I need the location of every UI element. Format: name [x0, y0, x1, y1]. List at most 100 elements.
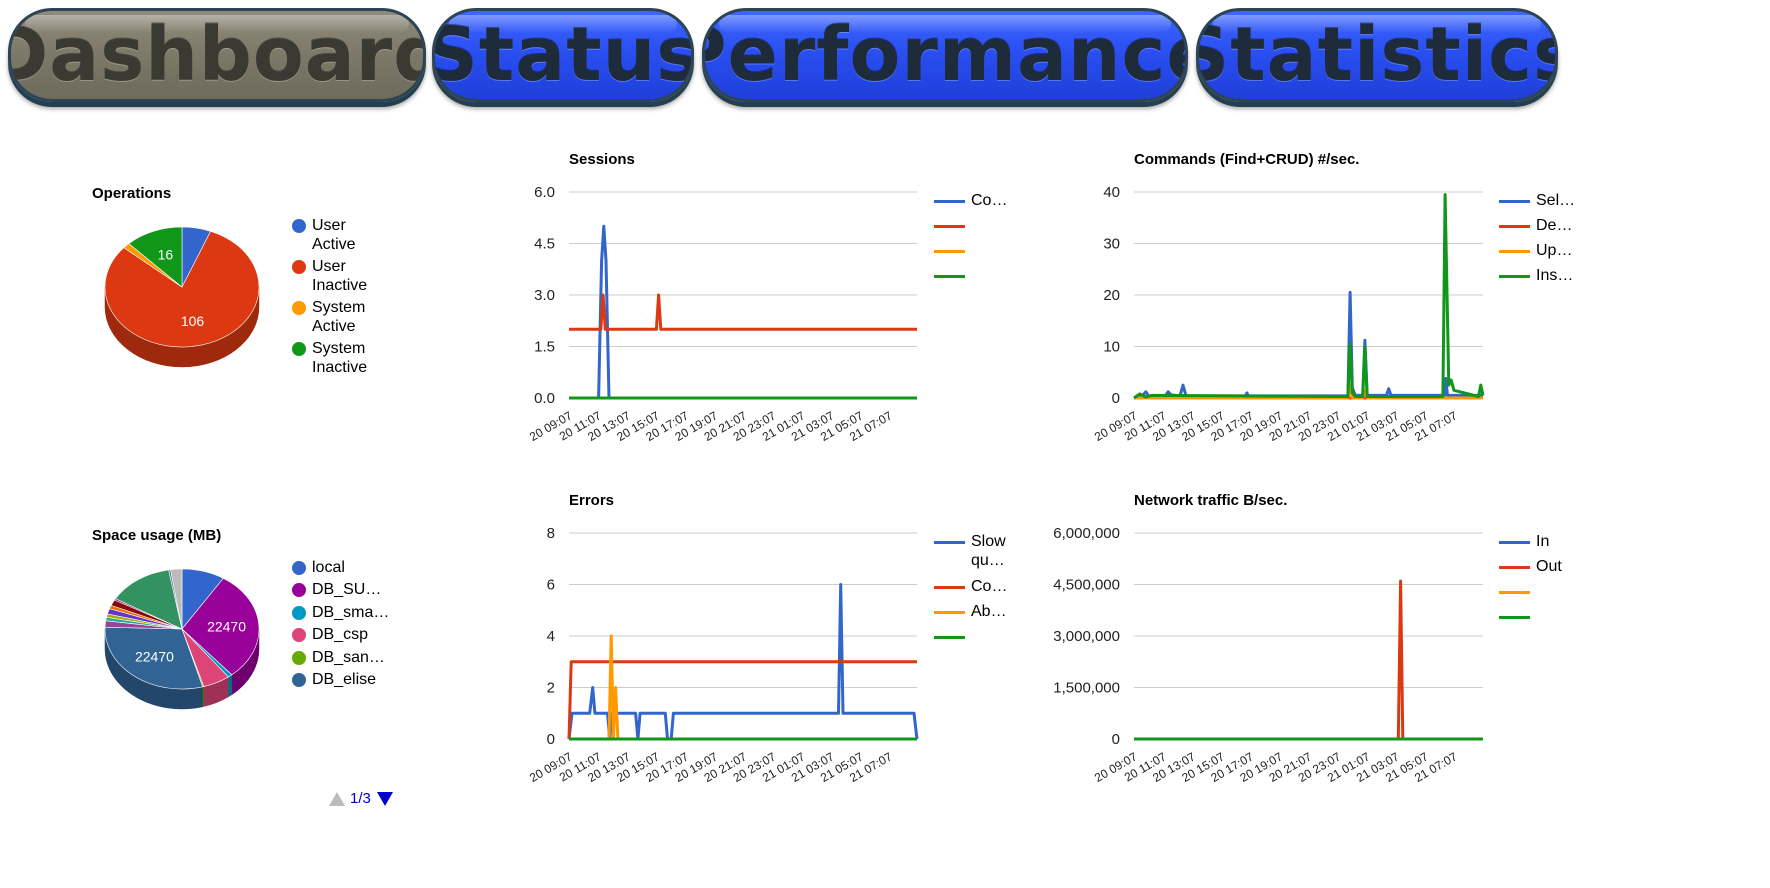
network-legend-out[interactable]: Out: [1499, 557, 1562, 576]
network-chart-title: Network traffic B/sec.: [1134, 492, 1288, 509]
y-tick-label: 1,500,000: [1053, 680, 1120, 697]
pie-slice-other: [115, 569, 183, 630]
y-tick-label: 2: [547, 680, 555, 697]
errors-legend-slow-queries[interactable]: Slow qu…: [934, 532, 1010, 570]
legend-line-icon: [934, 611, 965, 614]
commands-legend-select[interactable]: Sel…: [1499, 191, 1575, 210]
series-line-Out: [1134, 579, 1483, 741]
next-page-icon[interactable]: [376, 791, 393, 806]
errors-chart-title: Errors: [569, 492, 615, 509]
tab-status[interactable]: Status: [432, 8, 694, 102]
sessions-legend-item[interactable]: [934, 241, 971, 253]
y-tick-label: 1.5: [534, 339, 555, 356]
pie-data-label: 22470: [135, 648, 174, 664]
pie-data-label: 16: [158, 247, 174, 263]
y-tick-label: 8: [547, 525, 555, 542]
network-legend-item[interactable]: [1499, 607, 1536, 619]
y-tick-label: 4.5: [534, 236, 555, 253]
errors-legend-connections[interactable]: Co…: [934, 577, 1007, 596]
legend-dot-icon: [292, 583, 306, 597]
space-legend-local[interactable]: local: [292, 558, 345, 577]
legend-line-icon: [934, 541, 965, 544]
commands-legend-delete[interactable]: De…: [1499, 216, 1572, 235]
legend-dot-icon: [292, 673, 306, 687]
tab-status-label: Status: [432, 12, 694, 98]
legend-dot-icon: [292, 651, 306, 665]
commands-chart-title: Commands (Find+CRUD) #/sec.: [1134, 151, 1360, 168]
legend-line-icon: [1499, 250, 1530, 253]
pie-slice-System Inactive: [128, 226, 183, 288]
legend-dot-icon: [292, 219, 306, 233]
pie-data-label: 22470: [207, 619, 246, 635]
space-legend-pager: 1/3: [329, 790, 393, 807]
errors-legend-aborted[interactable]: Ab…: [934, 602, 1007, 621]
sessions-legend-item[interactable]: Co…: [934, 191, 1007, 210]
y-tick-label: 6,000,000: [1053, 525, 1120, 542]
y-tick-label: 6.0: [534, 184, 555, 201]
pie-data-label: 106: [181, 313, 205, 329]
y-tick-label: 20: [1103, 287, 1120, 304]
space-legend-db-csp[interactable]: DB_csp: [292, 625, 368, 644]
commands-legend-insert[interactable]: Ins…: [1499, 266, 1573, 285]
network-legend-item[interactable]: [1499, 582, 1536, 594]
legend-dot-icon: [292, 260, 306, 274]
operations-legend-user-active[interactable]: User Active: [292, 216, 367, 254]
operations-pie: 106 16: [104, 226, 260, 368]
errors-legend-item[interactable]: [934, 627, 971, 639]
legend-dot-icon: [292, 342, 306, 356]
legend-dot-icon: [292, 628, 306, 642]
tab-performance[interactable]: Performance: [702, 8, 1188, 102]
previous-page-icon[interactable]: [329, 791, 345, 806]
commands-legend-update[interactable]: Up…: [1499, 241, 1572, 260]
operations-chart-title: Operations: [92, 185, 172, 202]
y-tick-label: 40: [1103, 184, 1120, 201]
sessions-legend-item[interactable]: [934, 216, 971, 228]
legend-line-icon: [934, 586, 965, 589]
series-line-Co…: [567, 660, 917, 740]
y-tick-label: 0: [547, 731, 555, 748]
network-line-chart: 01,500,0003,000,0004,500,0006,000,00020 …: [1053, 525, 1483, 785]
network-legend-in[interactable]: In: [1499, 532, 1549, 551]
operations-legend-system-inactive[interactable]: System Inactive: [292, 339, 367, 377]
legend-line-icon: [934, 275, 965, 278]
pie-slice-DB_SU…: [181, 577, 260, 676]
tab-dashboard-label: Dashboard: [8, 12, 426, 98]
legend-dot-icon: [292, 606, 306, 620]
space-legend-db-san[interactable]: DB_san…: [292, 648, 385, 667]
series-line-Sel…: [1133, 290, 1483, 400]
pie-slice-User Inactive: [104, 230, 260, 348]
y-tick-label: 30: [1103, 236, 1120, 253]
tab-performance-label: Performance: [705, 12, 1188, 98]
legend-line-icon: [934, 636, 965, 639]
space-legend-db-su[interactable]: DB_SU…: [292, 580, 381, 599]
legend-line-icon: [934, 200, 965, 203]
y-tick-label: 4,500,000: [1053, 577, 1120, 594]
space-legend-db-sma[interactable]: DB_sma…: [292, 603, 389, 622]
pie-slice-other: [170, 568, 183, 630]
pie-slice-DB_elise: [104, 626, 203, 690]
operations-legend-user-inactive[interactable]: User Inactive: [292, 257, 367, 295]
legend-line-icon: [934, 225, 965, 228]
y-tick-label: 0.0: [534, 390, 555, 407]
tab-dashboard[interactable]: Dashboard: [8, 8, 426, 102]
legend-line-icon: [1499, 616, 1530, 619]
legend-line-icon: [1499, 591, 1530, 594]
y-tick-label: 10: [1103, 339, 1120, 356]
tab-statistics[interactable]: Statistics: [1196, 8, 1558, 102]
space-legend-db-elise[interactable]: DB_elise: [292, 670, 376, 689]
legend-line-icon: [934, 250, 965, 253]
space-chart-title: Space usage (MB): [92, 527, 222, 544]
pager-text: 1/3: [350, 790, 371, 807]
legend-line-icon: [1499, 566, 1530, 569]
sessions-legend-item[interactable]: [934, 266, 971, 278]
legend-line-icon: [1499, 541, 1530, 544]
series-line-unnamed: [569, 293, 917, 331]
series-line-Co…: [569, 224, 917, 400]
operations-legend-system-active[interactable]: System Active: [292, 298, 367, 336]
y-tick-label: 4: [547, 628, 555, 645]
legend-dot-icon: [292, 561, 306, 575]
legend-line-icon: [1499, 225, 1530, 228]
y-tick-label: 0: [1112, 390, 1120, 407]
y-tick-label: 0: [1112, 731, 1120, 748]
